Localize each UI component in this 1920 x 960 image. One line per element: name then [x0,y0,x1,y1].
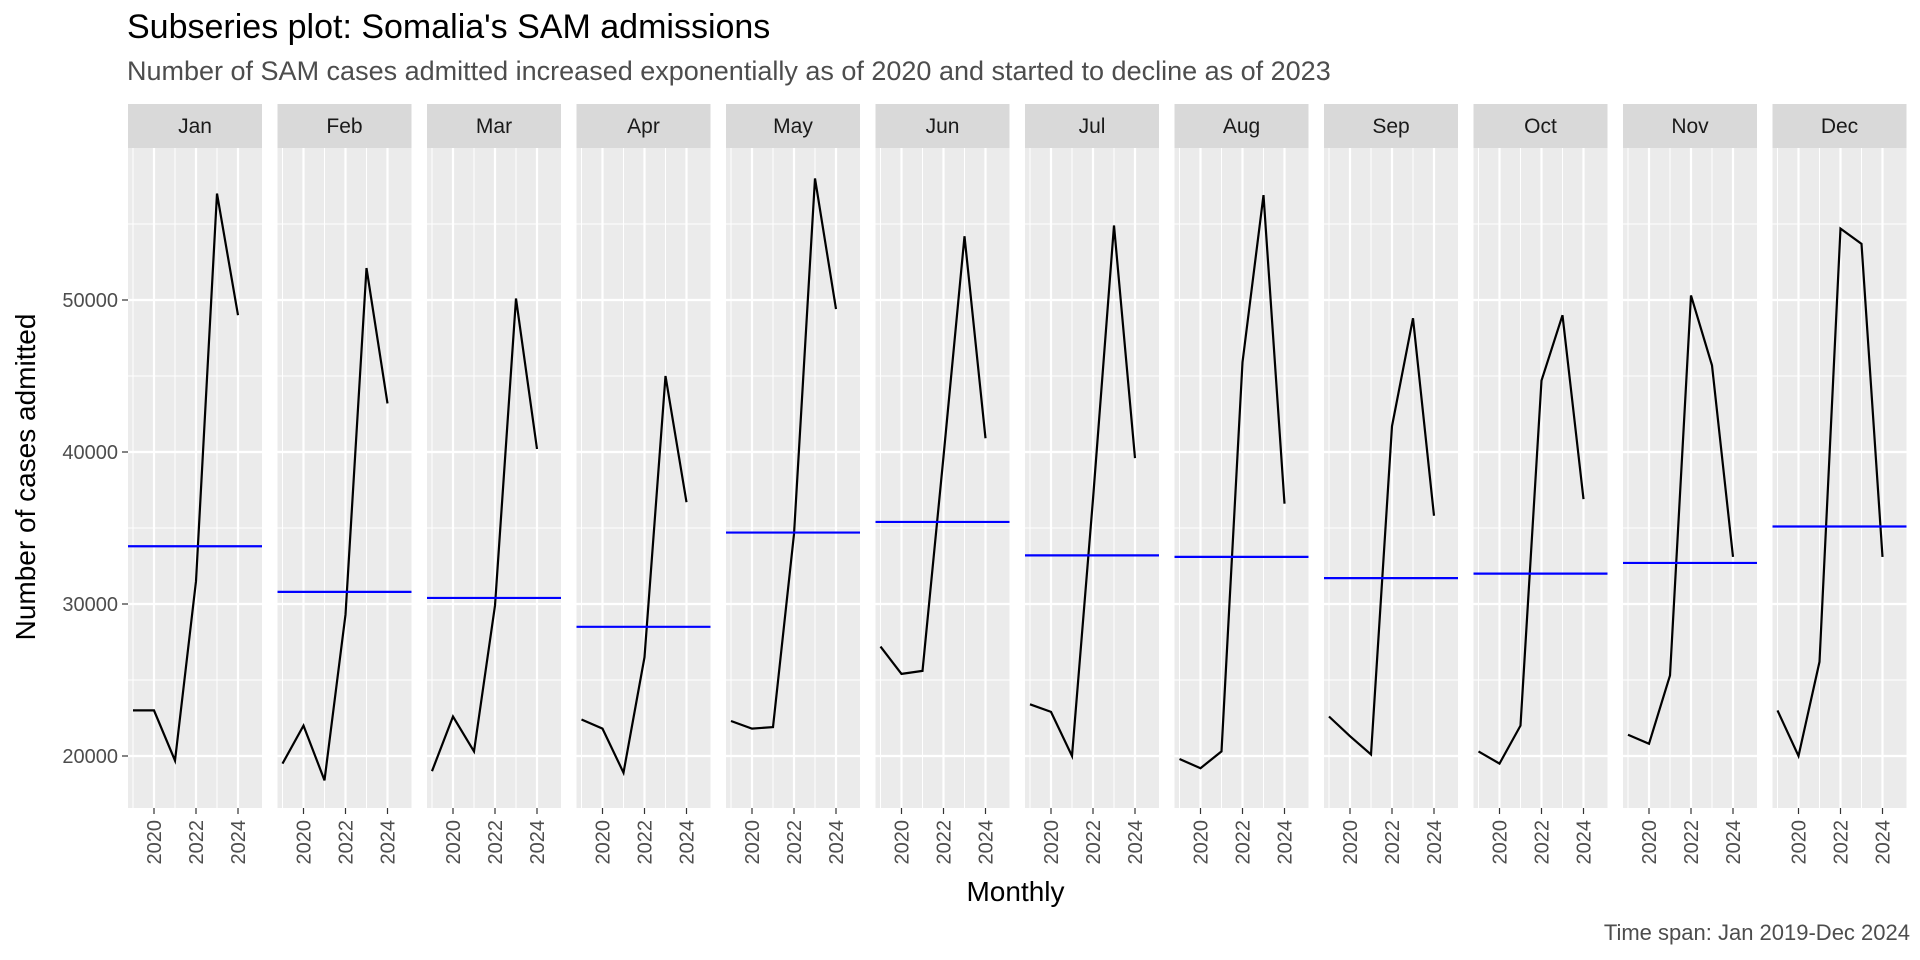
x-tick-label: 2022 [485,820,507,865]
series-line-feb [281,267,389,781]
x-tick-label: 2020 [443,820,465,865]
series-line-mar [430,298,539,772]
x-tick-label: 2022 [934,820,956,865]
x-axis-label: Monthly [966,876,1065,907]
x-tick-label: 2024 [527,820,549,865]
facet-panel-jan: Jan 2020 2022 2024 [128,104,262,865]
facet-strip [1324,104,1458,148]
facet-strip-label: Jan [178,115,212,138]
facet-panel-jun: Jun 2020 2022 2024 [875,104,1010,865]
chart-caption: Time span: Jan 2019-Dec 2024 [1603,920,1910,945]
x-tick-label: 2024 [826,820,848,865]
x-tick-label: 2020 [1191,820,1213,865]
facet-strip [1473,104,1608,148]
y-tick-label: 20000 [62,746,118,768]
x-tick-label: 2020 [742,820,764,865]
facet-strip-label: Sep [1372,115,1409,138]
facet-strip-label: Apr [627,115,660,138]
x-tick-label: 2024 [1574,820,1596,865]
x-tick-label: 2024 [1723,820,1745,865]
facet-strip [1025,104,1159,148]
facet-strip-label: Jun [926,115,960,138]
facet-panel-apr: Apr 2020 2022 2024 [576,104,711,865]
facet-panel-sep: Sep 2020 2022 2024 [1324,104,1458,865]
facet-panel-mar: Mar 2020 2022 2024 [427,104,561,865]
y-tick-label: 50000 [62,290,118,312]
y-tick-label: 40000 [62,442,118,464]
x-tick-label: 2020 [892,820,914,865]
facet-strip [875,104,1010,148]
facet-panel-may: May 2020 2022 2024 [726,104,860,865]
series-line-jun [879,236,987,676]
x-tick-label: 2020 [1340,820,1362,865]
x-tick-label: 2024 [976,820,998,865]
facet-strip-label: Nov [1671,115,1709,138]
x-tick-label: 2024 [228,820,250,865]
y-tick-label: 30000 [62,594,118,616]
facet-panel-jul: Jul 2020 2022 2024 [1025,104,1159,865]
x-tick-label: 2022 [1382,820,1404,865]
x-tick-label: 2020 [1639,820,1661,865]
x-tick-label: 2022 [635,820,657,865]
facet-strip-label: May [773,115,813,138]
series-line-may [730,178,838,730]
x-tick-label: 2020 [144,820,166,865]
x-tick-label: 2020 [593,820,615,865]
facet-strip [128,104,262,148]
series-line-jul [1029,225,1137,761]
facet-strip [1174,104,1309,148]
facet-strip-label: Aug [1223,115,1260,138]
x-tick-label: 2024 [677,820,699,865]
x-tick-label: 2022 [784,820,806,865]
x-tick-label: 2022 [186,820,208,865]
x-tick-label: 2020 [294,820,316,865]
facet-strip [576,104,711,148]
facet-strip [1772,104,1907,148]
x-tick-label: 2022 [1083,820,1105,865]
facet-panel-dec: Dec 2020 2022 2024 [1772,104,1907,865]
x-tick-label: 2024 [1424,820,1446,865]
facet-panel-feb: Feb 2020 2022 2024 [277,104,412,865]
x-tick-label: 2022 [336,820,358,865]
facet-strip-label: Jul [1079,115,1106,138]
y-axis-label: Number of cases admitted [10,313,41,641]
series-line-jan [133,193,240,765]
x-tick-label: 2024 [1275,820,1297,865]
x-tick-label: 2024 [1873,820,1895,865]
facet-strip-label: Feb [326,115,362,138]
x-tick-label: 2022 [1681,820,1703,865]
x-tick-label: 2024 [378,820,400,865]
facet-panel-nov: Nov 2020 2022 2024 [1623,104,1757,865]
facet-panel-oct: Oct 2020 2022 2024 [1473,104,1608,865]
facet-strip-label: Mar [476,115,512,138]
x-tick-label: 2020 [1490,820,1512,865]
x-tick-label: 2020 [1041,820,1063,865]
series-line-nov [1627,295,1735,746]
series-line-oct [1477,314,1585,766]
x-tick-label: 2022 [1233,820,1255,865]
facet-strip-label: Dec [1821,115,1858,138]
chart-title: Subseries plot: Somalia's SAM admissions [127,8,771,46]
x-tick-label: 2020 [1789,820,1811,865]
facet-strip [427,104,561,148]
chart-subtitle: Number of SAM cases admitted increased e… [127,56,1331,86]
series-line-apr [581,375,688,777]
facet-strip [277,104,412,148]
facet-strip [1623,104,1757,148]
x-tick-label: 2022 [1532,820,1554,865]
series-line-dec [1776,226,1884,760]
facet-strip [726,104,860,148]
facet-strip-label: Oct [1524,115,1557,138]
x-tick-label: 2022 [1831,820,1853,865]
x-tick-label: 2024 [1125,820,1147,865]
facet-panel-aug: Aug 2020 2022 2024 [1174,104,1309,865]
series-line-sep [1328,317,1436,757]
